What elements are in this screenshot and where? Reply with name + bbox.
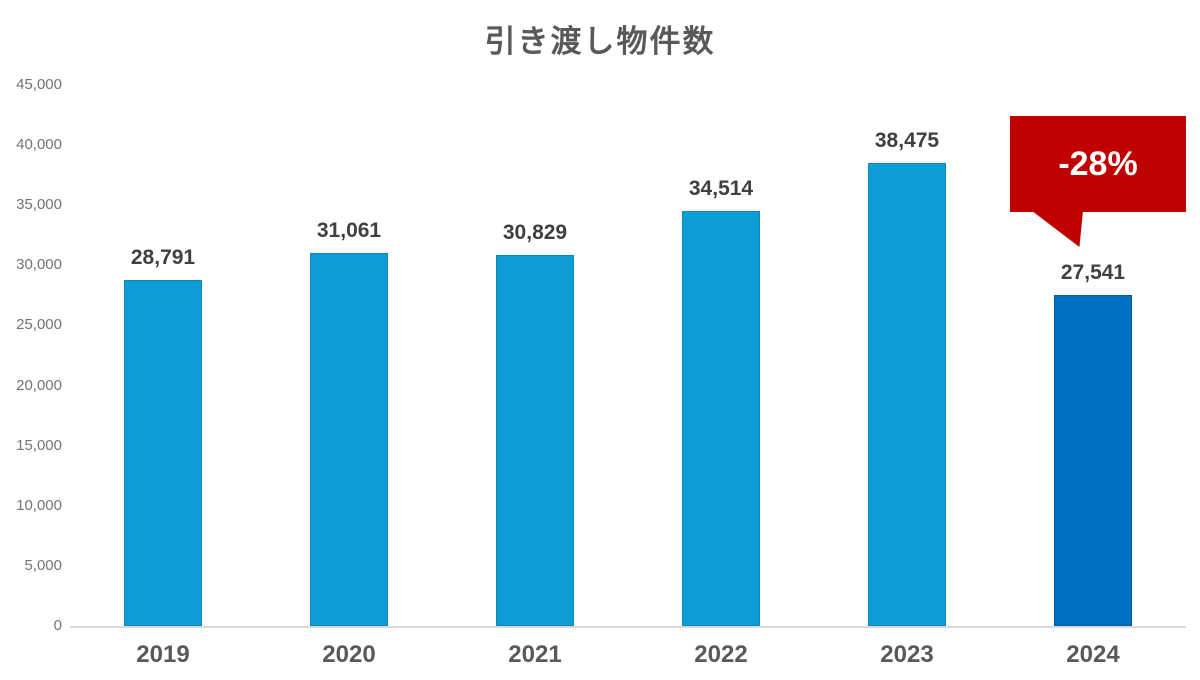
x-tick-label: 2022 [694,641,748,668]
bar-value-label: 27,541 [1060,260,1126,284]
x-tick-label: 2021 [508,641,562,668]
x-axis-line [70,626,1186,628]
bar-value-label: 28,791 [130,245,196,269]
bar-2019 [124,279,202,626]
decrease-callout-bubble: -28% [1010,116,1186,247]
decrease-callout-label: -28% [1058,144,1138,183]
bar-2022 [682,211,760,626]
y-tick-label: 10,000 [16,496,62,514]
bar-value-label: 38,475 [874,129,940,153]
y-tick-label: 40,000 [16,136,62,154]
x-tick-label: 2020 [322,641,376,668]
callout-tail-pointer [1032,211,1083,247]
y-tick-label: 5,000 [24,556,62,574]
bar-2021 [496,255,574,626]
chart-title: 引き渡し物件数 [484,24,716,59]
y-tick-label: 0 [53,617,62,634]
bar-2023 [868,163,946,626]
x-tick-label: 2019 [136,641,190,668]
bar-2024 [1054,294,1132,626]
y-tick-label: 35,000 [16,196,62,214]
y-tick-label: 25,000 [16,316,62,334]
bar-value-label: 31,061 [316,218,382,242]
bar-value-label: 30,829 [502,221,568,245]
y-tick-label: 30,000 [16,256,62,274]
x-tick-label: 2024 [1066,641,1120,668]
y-tick-label: 20,000 [16,376,62,394]
bar-2020 [310,252,388,626]
x-tick-label: 2023 [880,641,934,668]
bar-value-label: 34,514 [688,177,754,201]
y-tick-label: 15,000 [16,436,62,454]
y-tick-label: 45,000 [16,76,62,93]
